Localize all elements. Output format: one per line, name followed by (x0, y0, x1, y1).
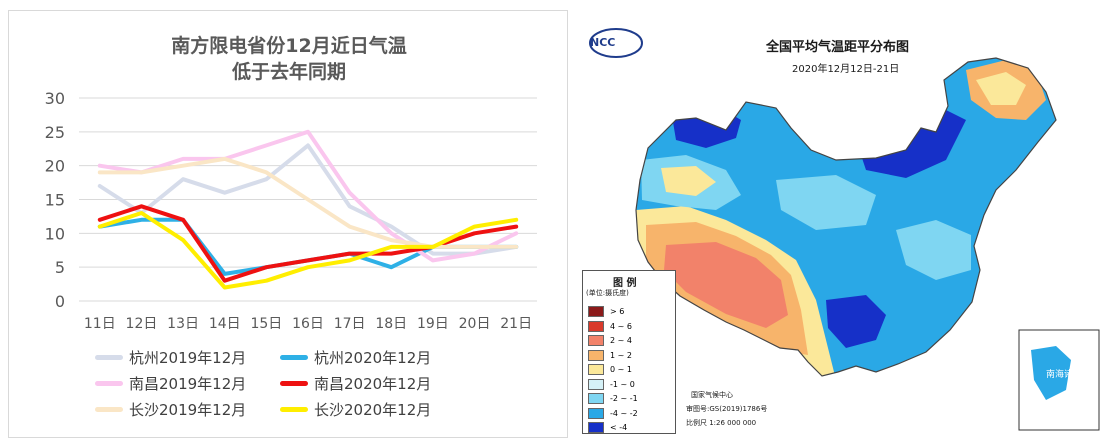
map-legend-swatch (588, 320, 604, 332)
x-tick-label: 16日 (292, 316, 324, 332)
map-inset-label: 南海诸岛 (1046, 370, 1083, 380)
map-legend-item: -1 ~ 0 (588, 374, 635, 390)
y-tick-label: 30 (45, 89, 65, 108)
map-legend-item: > 6 (588, 301, 624, 317)
y-tick-label: 15 (45, 191, 65, 210)
temperature-anomaly-map-panel: NCC 全国平均气温距平分布图 2020年12月12日-21日 图 例 (单位:… (576, 10, 1106, 438)
chart-title-line-1: 南方限电省份12月近日气温 (171, 35, 407, 57)
x-tick-label: 21日 (500, 316, 532, 332)
map-legend-item: 4 ~ 6 (588, 316, 632, 332)
map-legend-item: -4 ~ -2 (588, 403, 638, 419)
map-legend-swatch (588, 393, 604, 404)
legend-label: 杭州2020年12月 (314, 349, 432, 367)
legend-label: 南昌2019年12月 (129, 375, 247, 393)
x-tick-label: 11日 (84, 316, 116, 332)
legend-swatch (280, 355, 308, 360)
series-line-0 (97, 143, 519, 256)
y-tick-label: 5 (55, 258, 65, 277)
map-legend-swatch (588, 335, 604, 346)
legend-label: 长沙2019年12月 (129, 401, 247, 419)
legend-swatch (280, 381, 308, 386)
y-tick-label: 25 (45, 123, 65, 142)
map-legend-item: < -4 (588, 417, 627, 433)
map-legend-label: 0 ~ 1 (610, 365, 632, 374)
map-legend-swatch (588, 364, 604, 375)
map-legend-swatch (588, 378, 604, 390)
map-legend-swatch (588, 306, 604, 317)
map-date: 2020年12月12日-21日 (792, 64, 900, 75)
legend-swatch (95, 407, 123, 412)
map-title: 全国平均气温距平分布图 (766, 40, 910, 55)
legend-label: 杭州2019年12月 (129, 349, 247, 367)
map-legend-label: > 6 (610, 307, 625, 316)
map-legend-item: 1 ~ 2 (588, 345, 632, 361)
series-line-2 (97, 129, 519, 263)
map-legend: 图 例 (单位:摄氏度) > 6 4 ~ 6 2 ~ 4 1 ~ 2 0 ~ 1 -1 ~… (582, 270, 676, 434)
series-line-3 (97, 204, 519, 283)
map-legend-item: -2 ~ -1 (588, 388, 638, 404)
map-legend-label: -4 ~ -2 (610, 408, 638, 418)
map-legend-swatch (588, 407, 604, 419)
ncc-logo-icon (589, 28, 643, 58)
y-tick-label: 0 (55, 292, 65, 311)
y-tick-label: 10 (45, 224, 65, 243)
map-credit-3: 比例尺 1:26 000 000 (686, 419, 757, 427)
line-chart: 0 5 10 15 20 25 30 11日 12日 13日 14日 15日 16日 17日 18日 19日 2… (45, 89, 537, 332)
ncc-logo-text: NCC (590, 36, 616, 49)
x-tick-label: 19日 (417, 316, 449, 332)
x-tick-label: 15日 (250, 316, 282, 332)
map-legend-title: 图 例 (613, 278, 637, 289)
chart-title-line-2: 低于去年同期 (231, 61, 346, 83)
map-credit-2: 审图号:GS(2019)1786号 (686, 405, 768, 413)
map-legend-swatch (588, 349, 604, 361)
temperature-chart-panel: 南方限电省份12月近日气温 低于去年同期 0 5 10 15 20 25 30 11日 12日 1… (8, 10, 568, 438)
map-legend-label: 1 ~ 2 (610, 350, 632, 360)
x-tick-label: 17日 (334, 316, 366, 332)
legend-swatch (280, 407, 308, 412)
legend-label: 南昌2020年12月 (314, 375, 432, 393)
x-tick-label: 14日 (209, 316, 241, 332)
series-line-5 (97, 211, 519, 290)
map-credit-1: 国家气候中心 (691, 391, 733, 399)
map-legend-subtitle: (单位:摄氏度) (586, 289, 629, 297)
map-legend-label: < -4 (610, 423, 628, 432)
legend-swatch (95, 355, 123, 360)
series-line-4 (97, 156, 519, 249)
map-legend-item: 0 ~ 1 (588, 359, 632, 375)
x-tick-label: 13日 (167, 316, 199, 332)
legend-swatch (95, 381, 123, 386)
legend-label: 长沙2020年12月 (314, 401, 432, 419)
x-tick-label: 18日 (375, 316, 407, 332)
x-tick-label: 20日 (459, 316, 491, 332)
map-legend-label: 2 ~ 4 (610, 336, 632, 345)
map-legend-label: -2 ~ -1 (610, 394, 638, 403)
x-tick-label: 12日 (126, 316, 158, 332)
map-legend-swatch (588, 422, 604, 433)
y-tick-label: 20 (45, 157, 65, 176)
map-legend-label: 4 ~ 6 (610, 321, 632, 331)
map-legend-label: -1 ~ 0 (610, 379, 635, 389)
map-legend-item: 2 ~ 4 (588, 330, 632, 346)
